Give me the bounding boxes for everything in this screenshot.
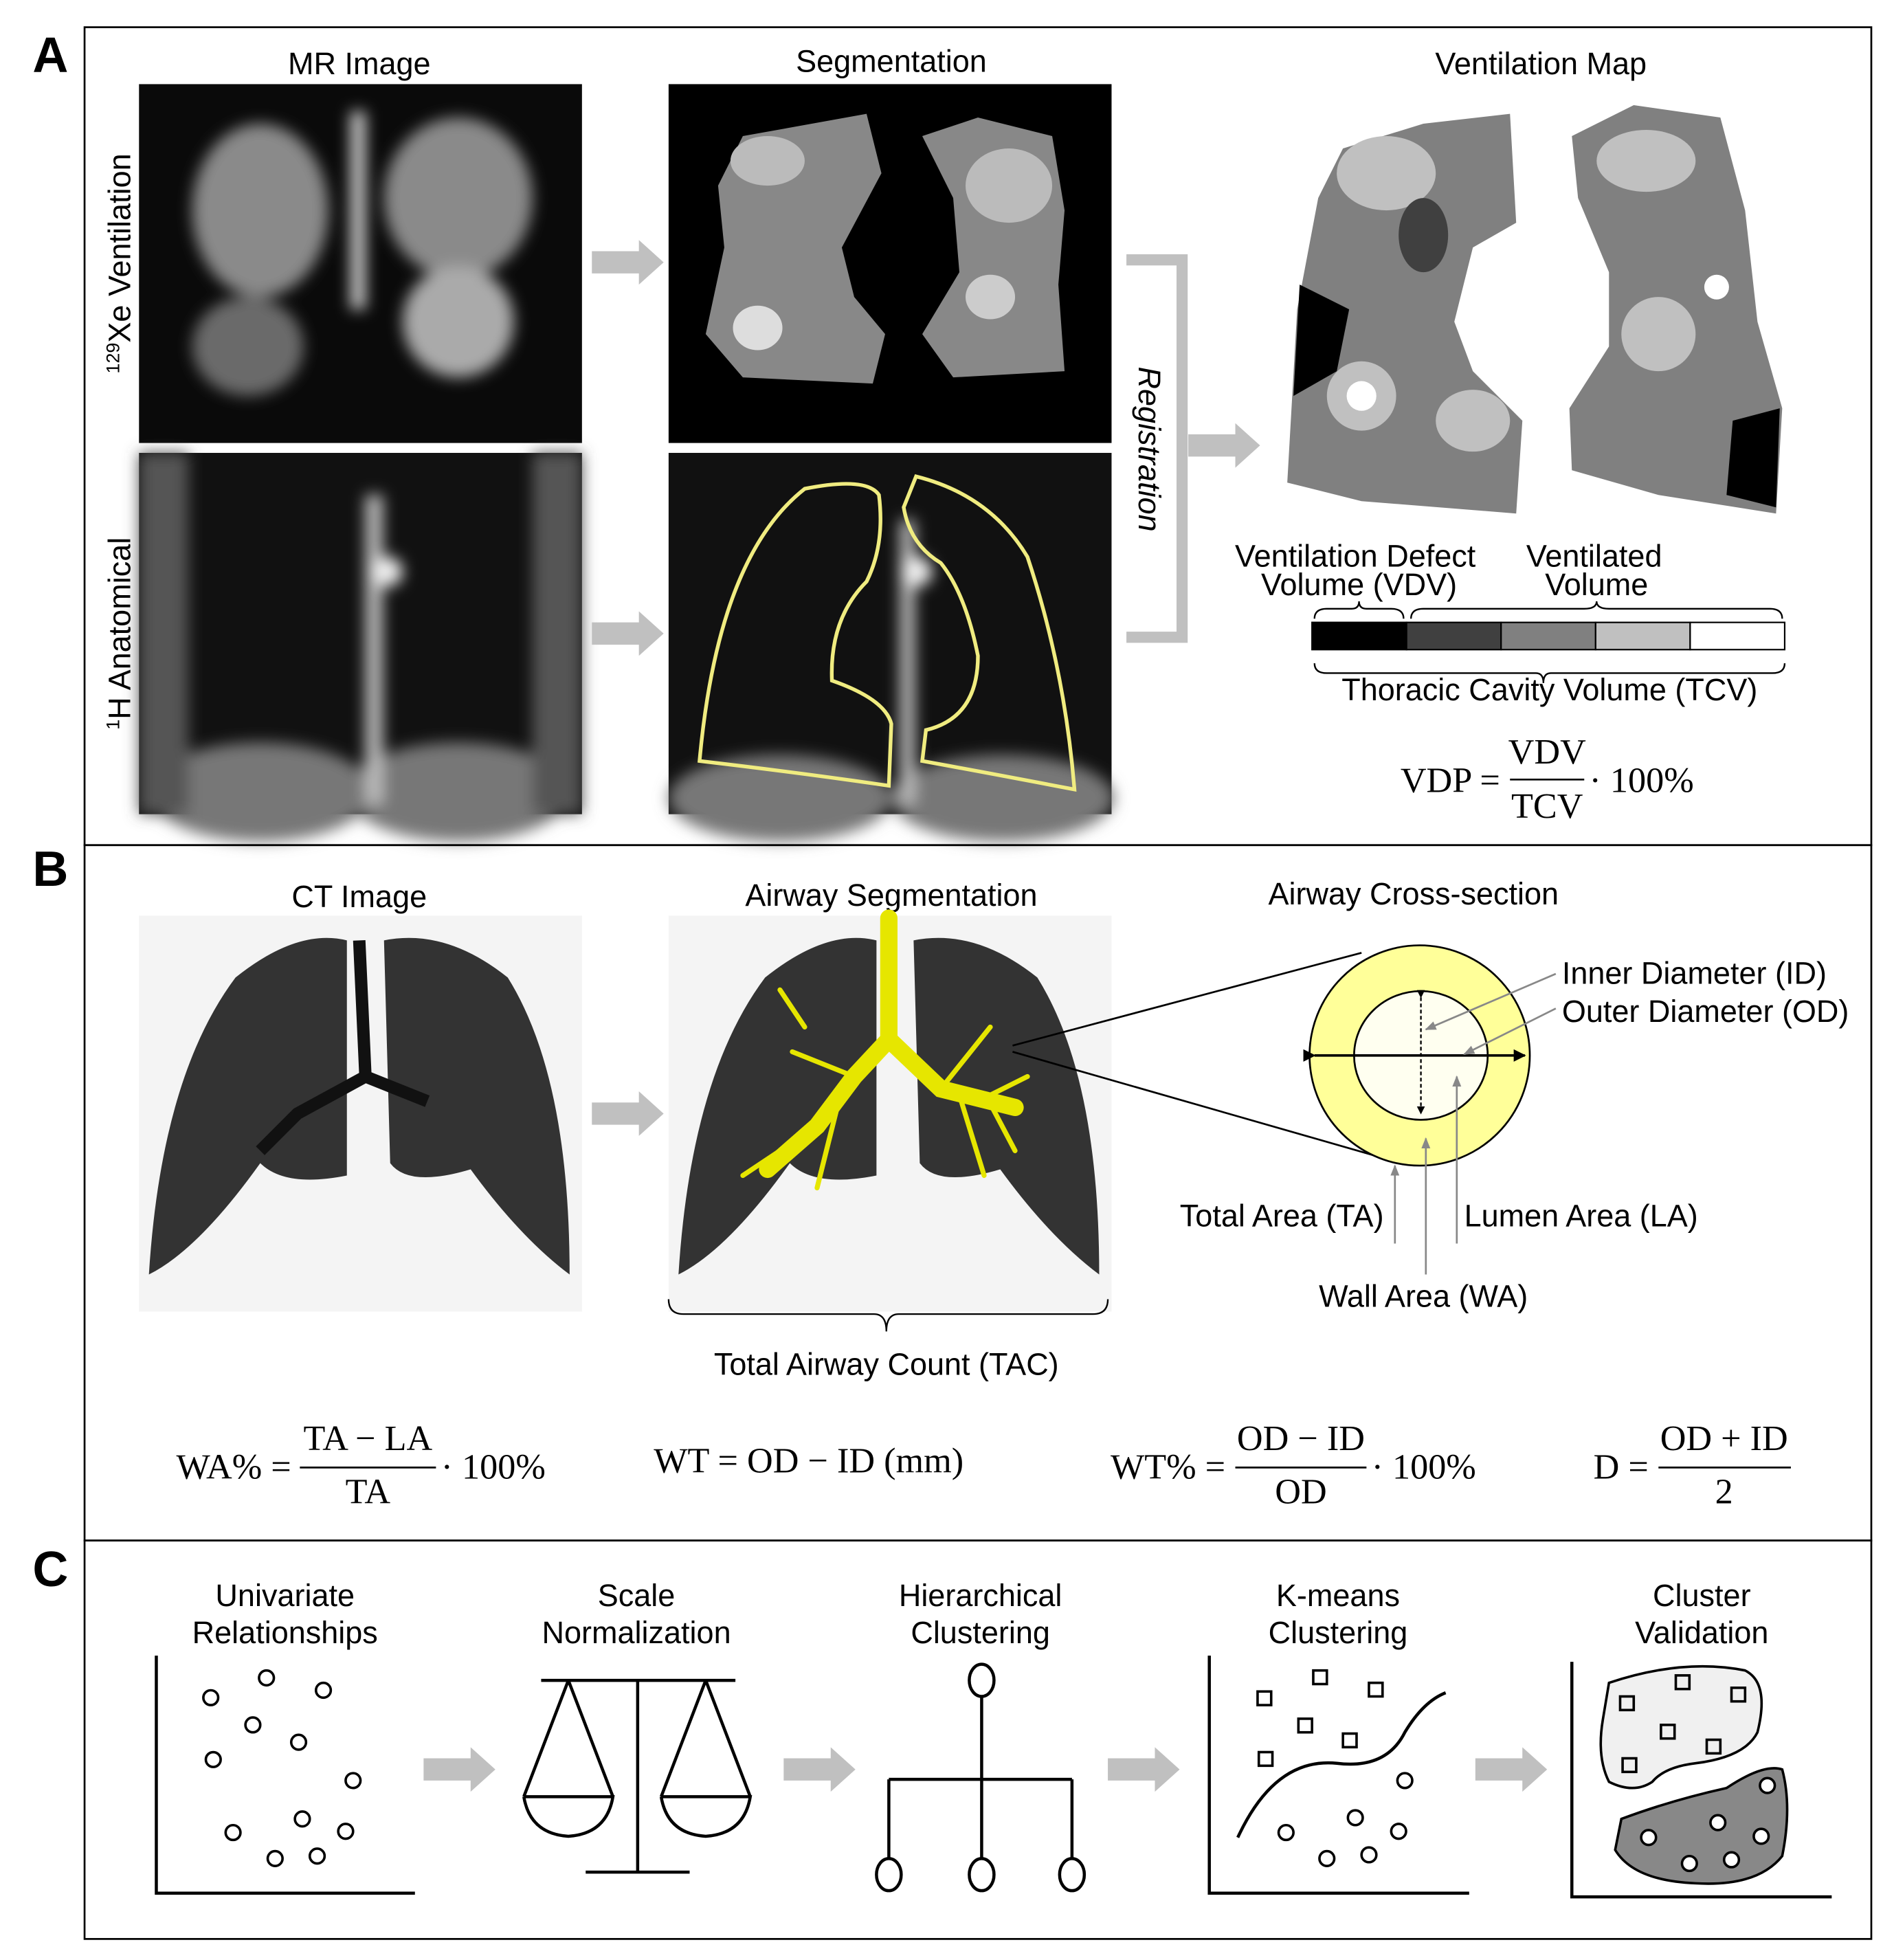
vdv-brace — [1313, 601, 1405, 619]
scale-bin — [1689, 621, 1786, 651]
vdv-label-line1: Ventilation Defect — [1235, 539, 1476, 574]
svg-text:WT% =: WT% = — [1111, 1447, 1225, 1487]
airway-segmentation-image — [668, 909, 1112, 1312]
panel-label: B — [32, 842, 68, 897]
vdp-formula: VDP = VDV TCV · 100% — [1401, 732, 1694, 826]
left-lung-contour — [697, 482, 893, 788]
registration-label: Registration — [1132, 367, 1167, 532]
airway-cross-section — [1012, 944, 1557, 1275]
panel-label: C — [32, 1542, 68, 1597]
step-hierarchical-clustering: Hierarchical Clustering — [875, 1578, 1087, 1893]
inner-diameter-label: Inner Diameter (ID) — [1562, 955, 1827, 990]
arrow-icon — [1188, 423, 1260, 468]
ct-image — [139, 915, 582, 1312]
wt-percent-formula: WT% = OD − ID OD · 100% — [1111, 1418, 1476, 1511]
svg-text:OD: OD — [1275, 1472, 1326, 1512]
xe-mr-image — [139, 84, 582, 443]
wall-area-label: Wall Area (WA) — [1319, 1278, 1528, 1313]
svg-text:Clustering: Clustering — [911, 1615, 1050, 1650]
step-kmeans-clustering: K-means Clustering — [1207, 1578, 1469, 1895]
total-area-label: Total Area (TA) — [1180, 1198, 1384, 1233]
outer-diameter-label: Outer Diameter (OD) — [1562, 994, 1849, 1029]
airway-cross-section-title: Airway Cross-section — [1268, 876, 1559, 911]
xe-segmentation-image — [668, 84, 1112, 443]
segmentation-title: Segmentation — [796, 43, 987, 78]
svg-text:TA − LA: TA − LA — [304, 1418, 433, 1458]
kmeans-icon — [1207, 1656, 1469, 1895]
right-lung-contour — [902, 474, 1077, 792]
arrow-icon — [592, 611, 664, 656]
svg-text:K-means: K-means — [1276, 1578, 1400, 1613]
tcv-brace — [1313, 663, 1786, 683]
vv-label-line1: Ventilated — [1526, 539, 1662, 574]
svg-text:Relationships: Relationships — [192, 1615, 378, 1650]
svg-text:Validation: Validation — [1635, 1615, 1768, 1650]
svg-text:· 100%: · 100% — [1372, 1447, 1476, 1487]
svg-text:D =: D = — [1594, 1447, 1649, 1487]
vv-brace — [1410, 601, 1783, 619]
vv-label-line2: Volume — [1545, 567, 1648, 602]
svg-text:VDV: VDV — [1508, 732, 1586, 772]
svg-text:VDP =: VDP = — [1401, 760, 1500, 800]
svg-text:· 100%: · 100% — [441, 1447, 546, 1487]
step-scale-normalization: Scale Normalization — [522, 1578, 753, 1874]
arrow-icon — [1475, 1747, 1548, 1792]
svg-text:Clustering: Clustering — [1269, 1615, 1408, 1650]
dendrogram-icon — [875, 1662, 1087, 1893]
arrow-icon — [592, 240, 664, 285]
h-anatomical-row-label: 1H Anatomical — [102, 537, 137, 730]
mr-image-title: MR Image — [288, 46, 431, 81]
ct-image-title: CT Image — [291, 879, 427, 914]
balance-scale-icon — [522, 1678, 753, 1874]
scale-bin — [1405, 621, 1502, 651]
arrow-icon — [423, 1747, 495, 1792]
svg-text:2: 2 — [1715, 1472, 1733, 1512]
panel-c-frame — [83, 1539, 1873, 1940]
registration-bracket — [1126, 254, 1188, 643]
step-cluster-validation: Cluster Validation — [1570, 1578, 1832, 1899]
svg-text:OD − ID: OD − ID — [1237, 1418, 1365, 1458]
wt-formula: WT = OD − ID (mm) — [654, 1441, 963, 1481]
svg-text:Hierarchical: Hierarchical — [899, 1578, 1062, 1613]
airway-segmentation-title: Airway Segmentation — [745, 878, 1037, 913]
cluster-validation-icon — [1570, 1662, 1832, 1899]
h-segmentation-image — [668, 452, 1115, 842]
scale-bin — [1500, 621, 1596, 651]
svg-text:TCV: TCV — [1511, 786, 1583, 826]
tcv-label: Thoracic Cavity Volume (TCV) — [1341, 672, 1757, 707]
lumen-area-label: Lumen Area (LA) — [1464, 1198, 1698, 1233]
arrow-icon — [783, 1747, 856, 1792]
wa-percent-formula: WA% = TA − LA TA · 100% — [177, 1418, 546, 1511]
svg-text:· 100%: · 100% — [1589, 760, 1693, 800]
arrow-icon — [592, 1091, 664, 1136]
tac-label: Total Airway Count (TAC) — [714, 1346, 1059, 1381]
ventilation-map-title: Ventilation Map — [1435, 46, 1647, 81]
panel-c: C Univariate Relationships Scale Normali… — [32, 1539, 1873, 1940]
panel-a: A MR Image Segmentation Ventilation Map … — [32, 26, 1873, 847]
step-univariate: Univariate Relationships — [155, 1578, 415, 1895]
svg-text:TA: TA — [346, 1472, 391, 1512]
svg-text:Cluster: Cluster — [1653, 1578, 1751, 1613]
svg-text:WA% =: WA% = — [177, 1447, 291, 1487]
tac-brace — [667, 1299, 1109, 1332]
scatter-icon — [155, 1656, 415, 1895]
ventilation-scale-bar — [1311, 621, 1786, 651]
airway-tree — [740, 909, 1030, 1191]
scale-bin — [1311, 621, 1407, 651]
svg-text:Normalization: Normalization — [542, 1615, 731, 1650]
svg-text:Univariate: Univariate — [215, 1578, 355, 1613]
svg-text:OD + ID: OD + ID — [1660, 1418, 1788, 1458]
xe-ventilation-row-label: 129Xe Ventilation — [102, 153, 137, 373]
ventilation-map-image — [1287, 105, 1783, 514]
scale-bin — [1594, 621, 1691, 651]
panel-b: B CT Image Airway Segmentation Airway Cr… — [32, 842, 1873, 1541]
arrow-icon — [1108, 1747, 1180, 1792]
svg-text:Scale: Scale — [598, 1578, 676, 1613]
diameter-formula: D = OD + ID 2 — [1594, 1418, 1791, 1512]
vdv-label-line2: Volume (VDV) — [1261, 567, 1457, 602]
h-anatomical-image — [139, 452, 582, 842]
panel-label: A — [32, 27, 68, 82]
